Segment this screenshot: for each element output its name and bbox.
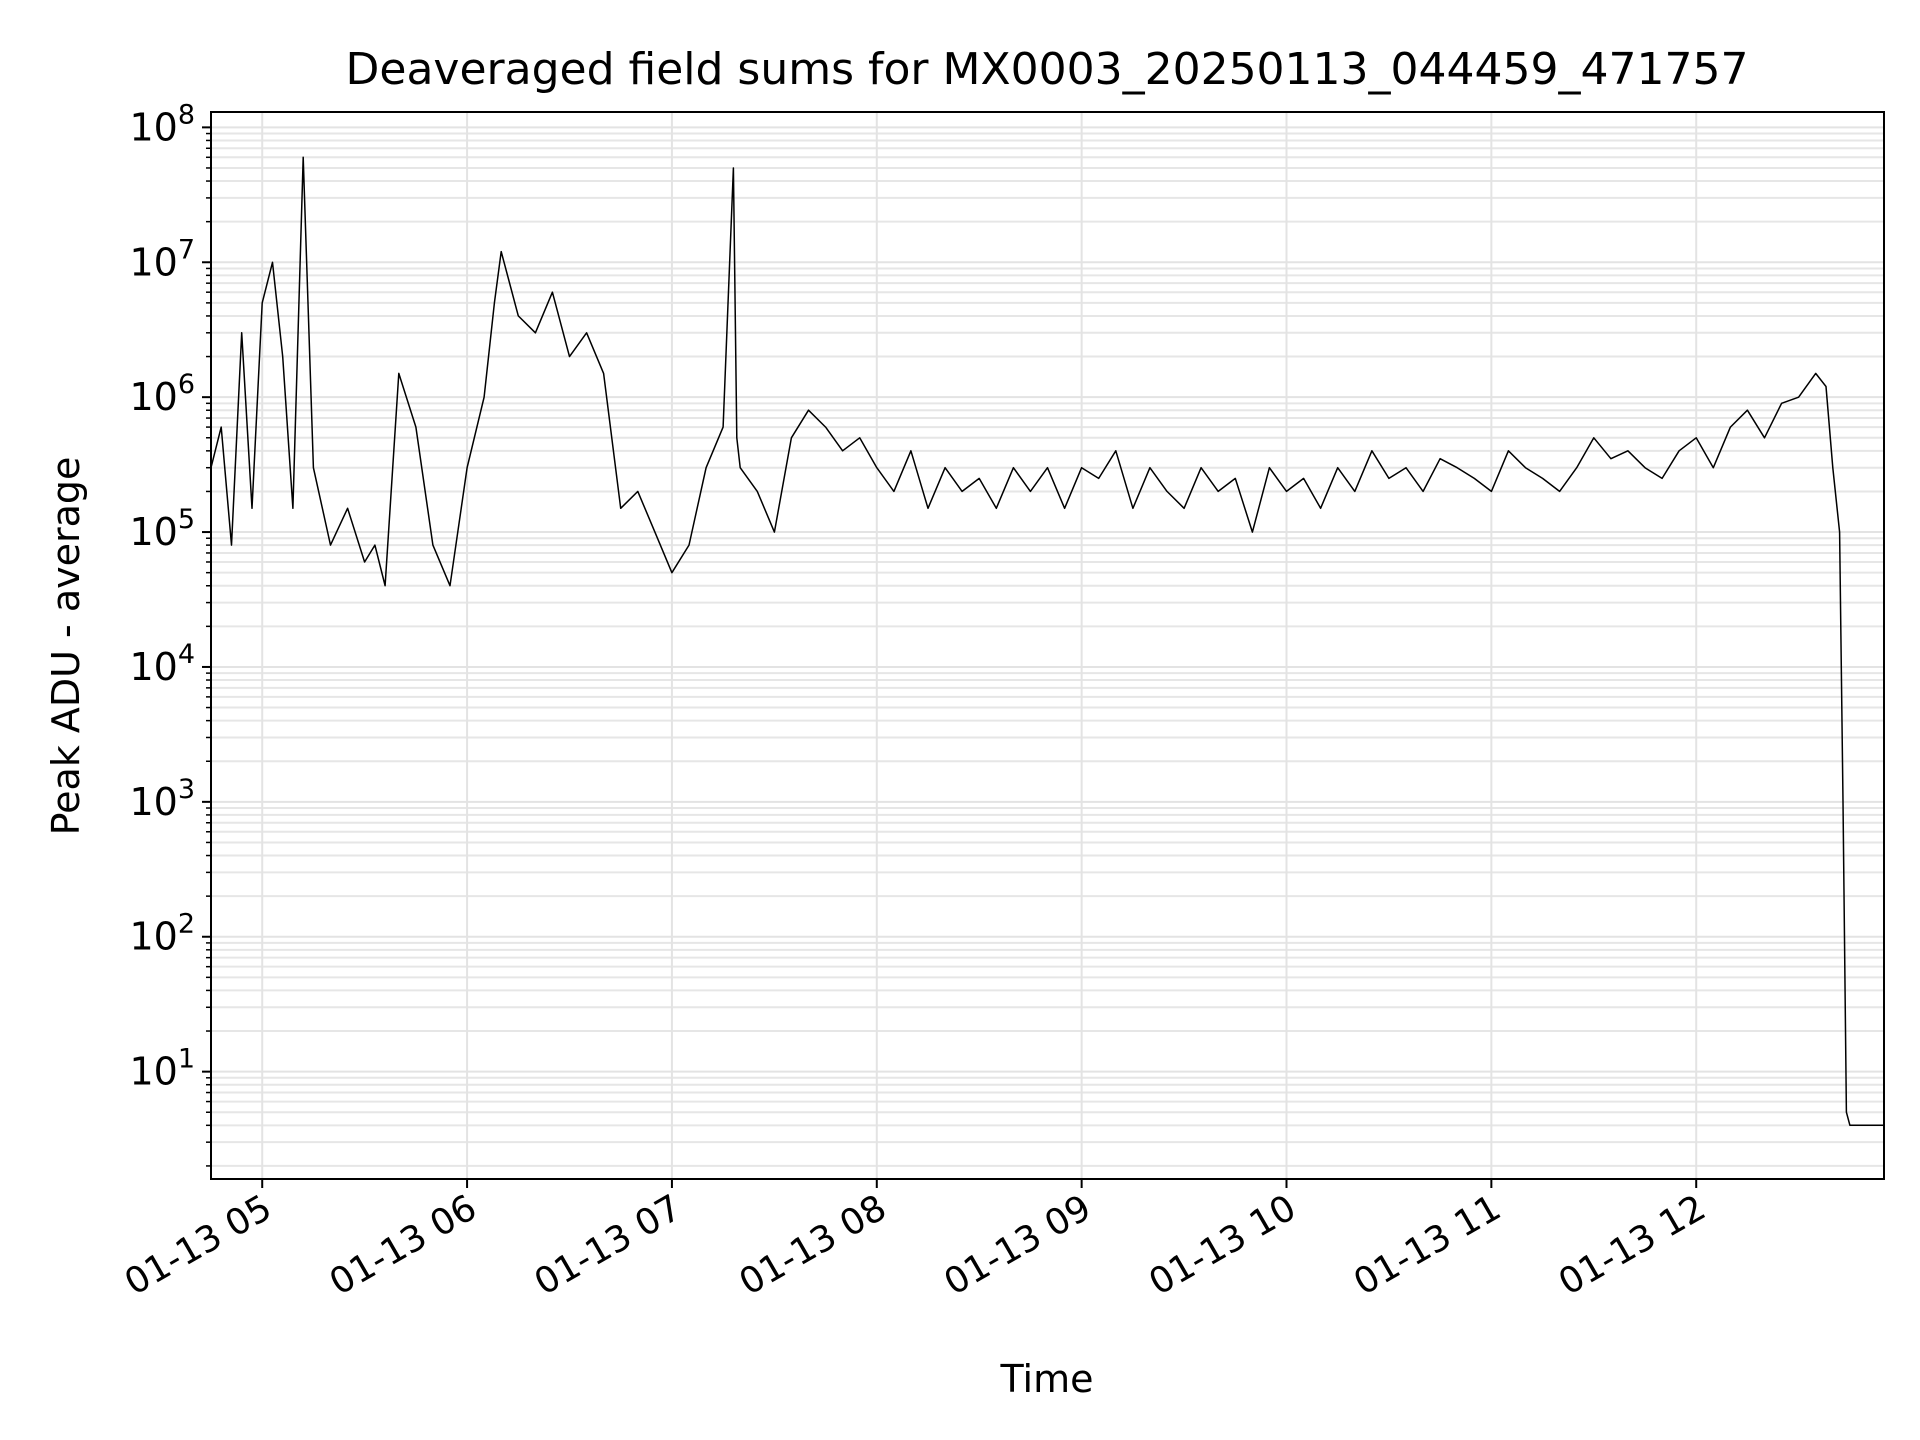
y-tick-label: 101 <box>129 1044 195 1094</box>
x-axis-label: Time <box>1000 1357 1094 1401</box>
y-tick-label: 108 <box>129 99 195 149</box>
series-line <box>210 156 1884 1127</box>
chart-title: Deaveraged field sums for MX0003_2025011… <box>346 44 1749 95</box>
series-layer <box>210 156 1884 1127</box>
y-tick-label: 103 <box>129 774 195 824</box>
minor-gridlines <box>211 132 1884 1167</box>
y-axis-ticks: 101 102 103 104 105 106 107 108 <box>129 99 211 1167</box>
major-gridlines <box>211 112 1884 1179</box>
y-tick-label: 105 <box>129 504 195 554</box>
y-axis-label: Peak ADU - average <box>44 457 88 836</box>
y-tick-label: 102 <box>129 909 195 959</box>
y-tick-label: 104 <box>129 639 195 689</box>
plot-frame <box>210 111 1885 1180</box>
y-tick-label: 107 <box>129 234 195 284</box>
y-tick-label: 106 <box>129 369 195 419</box>
